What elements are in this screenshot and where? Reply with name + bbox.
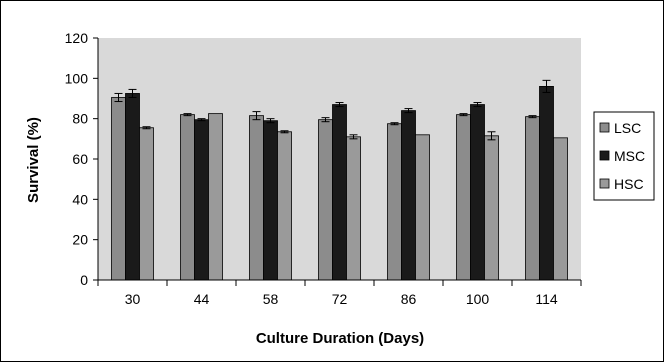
x-tick-label-44: 44	[194, 291, 210, 307]
y-tick-label-0: 0	[80, 272, 88, 288]
y-tick-label-120: 120	[65, 30, 89, 46]
bar-msc-100	[470, 104, 485, 281]
bar-hsc-30	[139, 127, 154, 281]
axes-layer	[93, 37, 582, 286]
legend-label-msc: MSC	[614, 148, 645, 164]
error-bars-layer	[114, 79, 551, 141]
x-tick-label-30: 30	[125, 291, 141, 307]
bar-lsc-100	[456, 114, 471, 281]
x-tick-label-58: 58	[263, 291, 279, 307]
bar-lsc-72	[318, 119, 333, 281]
legend: LSC MSC HSC	[599, 120, 645, 192]
bar-msc-44	[194, 119, 209, 281]
y-tick-label-40: 40	[72, 191, 88, 207]
y-tick-label-80: 80	[72, 111, 88, 127]
bar-hsc-86	[415, 134, 430, 281]
tick-labels-layer: 0 20 40 60 80 100 120 30 44 58 72 86 100 114	[65, 30, 558, 307]
bar-hsc-72	[346, 136, 361, 281]
bar-msc-58	[263, 120, 278, 281]
bar-hsc-44	[208, 113, 223, 281]
legend-label-lsc: LSC	[614, 120, 641, 136]
bar-hsc-100	[484, 135, 499, 281]
bar-hsc-114	[553, 137, 568, 281]
bar-msc-86	[401, 110, 416, 281]
bar-lsc-86	[387, 123, 402, 281]
x-tick-label-114: 114	[535, 291, 558, 307]
x-tick-label-72: 72	[332, 291, 348, 307]
x-tick-label-86: 86	[401, 291, 417, 307]
bar-msc-72	[332, 104, 347, 281]
bar-lsc-58	[249, 115, 264, 281]
bar-lsc-114	[525, 116, 540, 281]
x-tick-label-100: 100	[466, 291, 490, 307]
bar-lsc-44	[180, 114, 195, 281]
bars-layer	[111, 86, 568, 281]
bar-lsc-30	[111, 97, 126, 281]
bar-msc-30	[125, 93, 140, 281]
legend-label-hsc: HSC	[614, 176, 644, 192]
legend-swatch-hsc	[599, 178, 610, 189]
legend-swatch-msc	[599, 150, 610, 161]
y-tick-label-20: 20	[72, 232, 88, 248]
bar-msc-114	[539, 86, 554, 281]
x-axis-title: Culture Duration (Days)	[256, 330, 424, 347]
y-tick-label-60: 60	[72, 151, 88, 167]
legend-swatch-lsc	[599, 122, 610, 133]
y-axis-title: Survival (%)	[25, 117, 42, 203]
y-tick-label-100: 100	[65, 70, 89, 86]
bar-hsc-58	[277, 131, 292, 281]
